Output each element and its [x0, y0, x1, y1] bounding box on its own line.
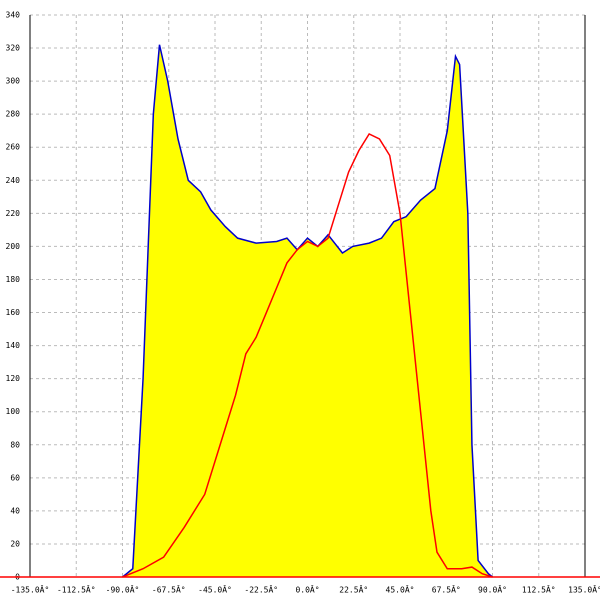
x-tick-label: -135.0Â°: [11, 584, 50, 595]
x-tick-label: 22.5Â°: [339, 584, 368, 595]
y-tick-label: 260: [6, 143, 21, 152]
x-tick-label: 112.5Â°: [522, 584, 556, 595]
series-line: [122, 133, 493, 578]
y-tick-label: 180: [6, 275, 21, 284]
x-tick-label: 0.0Â°: [295, 584, 319, 595]
x-tick-label: -112.5Â°: [57, 584, 96, 595]
x-tick-label: -90.0Â°: [106, 584, 140, 595]
y-tick-label: 120: [6, 374, 21, 383]
x-tick-label: -67.5Â°: [152, 584, 186, 595]
y-tick-label: 60: [10, 473, 20, 482]
y-tick-label: 220: [6, 209, 21, 218]
y-tick-label: 300: [6, 77, 21, 86]
x-tick-label: 45.0Â°: [386, 584, 415, 595]
y-tick-label: 140: [6, 341, 21, 350]
y-tick-label: 80: [10, 440, 20, 449]
y-tick-label: 100: [6, 407, 21, 416]
x-tick-label: 67.5Â°: [432, 584, 461, 595]
y-tick-label: 280: [6, 110, 21, 119]
x-tick-label: 90.0Â°: [478, 584, 507, 595]
area-fill: [122, 44, 493, 578]
y-tick-label: 200: [6, 242, 21, 251]
y-tick-label: 240: [6, 176, 21, 185]
y-tick-label: 40: [10, 506, 20, 515]
y-tick-label: 20: [10, 539, 20, 548]
x-tick-label: -45.0Â°: [198, 584, 232, 595]
x-tick-label: 135.0Â°: [568, 584, 600, 595]
x-tick-label: -22.5Â°: [244, 584, 278, 595]
y-tick-label: 160: [6, 308, 21, 317]
y-tick-label: 320: [6, 44, 21, 53]
y-tick-label: 340: [6, 11, 21, 20]
